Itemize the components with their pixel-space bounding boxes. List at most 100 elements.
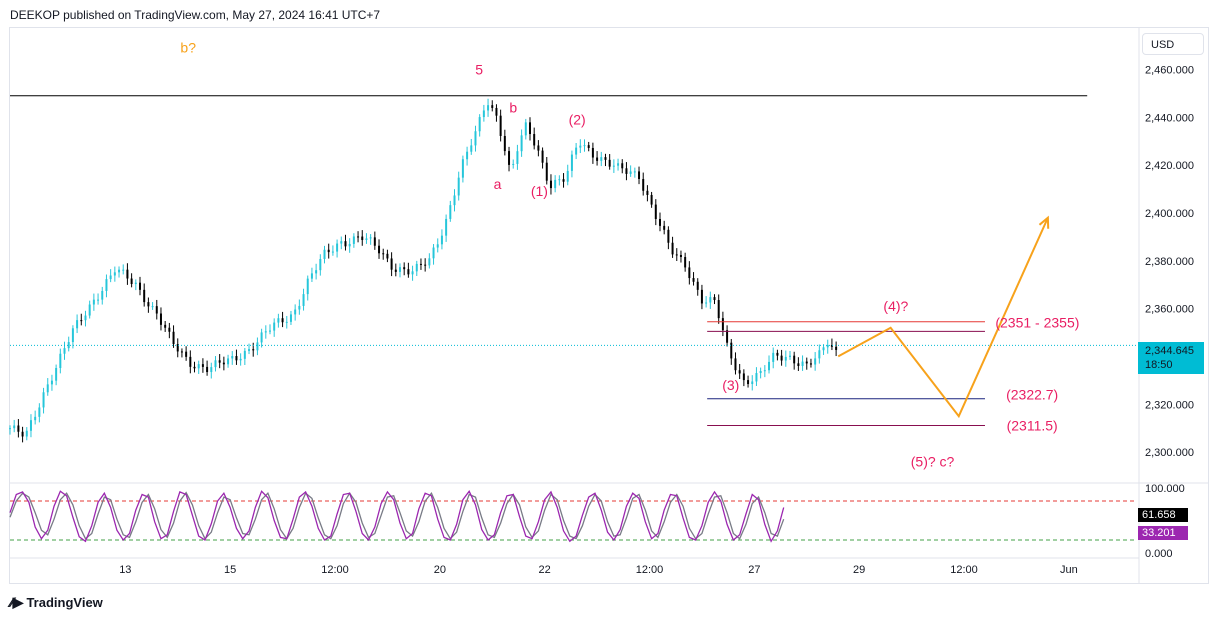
candle-body [214,360,217,368]
x-tick-label: 20 [434,564,446,576]
chart-frame [9,27,1209,584]
candle-body [705,302,708,304]
candle-body [503,135,506,152]
candle-body [747,380,750,385]
candle-body [9,428,11,430]
candle-body [122,269,125,271]
candle-body [323,249,326,259]
candle-body [549,180,552,189]
candle-body [784,356,787,361]
wave-label: (2351 - 2355) [995,315,1079,331]
candle-body [696,281,699,290]
candle-body [801,361,804,366]
candle-body [663,225,666,230]
candle-body [612,165,615,167]
candle-body [772,352,775,362]
candle-body [17,425,20,432]
candle-body [63,348,66,354]
last-price-tag: 2,344.645 18:50 [1138,342,1204,374]
candle-body [403,267,406,270]
candle-body [302,294,305,306]
candle-body [197,364,200,369]
y-tick-label: 2,360.000 [1145,304,1194,316]
candle-body [726,330,729,343]
candle-body [646,190,649,195]
currency-selector[interactable]: USD [1142,33,1204,55]
candle-body [50,380,53,385]
candle-body [239,358,242,361]
candle-body [419,263,422,265]
candle-body [814,358,817,365]
footer-brand-label: TradingView [26,595,103,610]
candle-body [386,253,389,259]
candle-body [520,135,523,152]
candle-body [738,370,741,374]
candle-body [268,330,271,332]
candle-body [717,300,720,319]
candle-body [46,384,49,393]
candle-body [721,318,724,331]
footer-brand[interactable]: ⁄⁄▶ TradingView [10,594,103,611]
wave-label: a [494,176,502,192]
y-tick-label: 2,320.000 [1145,399,1194,411]
drawings-layer [10,95,1137,427]
candle-body [180,351,183,353]
candle-body [248,349,251,351]
candle-body [260,332,263,343]
candle-body [59,353,62,369]
candle-body [713,297,716,301]
candle-body [675,254,678,256]
candle-body [629,171,632,174]
candle-body [113,272,116,276]
candle-body [512,163,515,165]
candle-body [461,159,464,178]
candle-body [168,327,171,332]
candle-body [382,253,385,255]
wave-label: (5)? c? [911,453,955,469]
candle-body [684,257,687,268]
candle-body [499,115,502,136]
wave-label: (1) [531,183,548,199]
x-tick-label: 12:00 [636,564,664,576]
candle-body [415,263,418,272]
x-tick-label: 15 [224,564,236,576]
candle-body [294,309,297,315]
candle-body [638,171,641,179]
candle-body [700,289,703,304]
candle-body [524,122,527,136]
candle-body [25,430,28,437]
candle-body [398,267,401,272]
candle-body [348,243,351,247]
candle-body [143,289,146,303]
candle-body [805,361,808,364]
wave-label: (2322.7) [1006,386,1058,402]
candle-body [751,381,754,385]
candle-body [315,270,318,274]
oscillator-layer [9,489,1137,543]
x-tick-label: 13 [119,564,131,576]
candle-body [466,151,469,160]
candle-body [264,331,267,333]
candle-body [189,356,192,367]
candles-layer [9,98,838,443]
candle-body [97,299,100,301]
candle-body [671,242,674,255]
candle-body [436,244,439,248]
last-price-value: 2,344.645 [1145,345,1194,357]
y-tick-label: 2,420.000 [1145,160,1194,172]
candle-body [633,171,636,173]
candle-body [587,145,590,148]
candle-body [201,364,204,367]
candle-body [80,320,83,322]
projection-path [837,217,1049,419]
candle-body [608,159,611,167]
candle-body [554,179,557,189]
x-tick-label: 29 [853,564,865,576]
candle-body [331,251,334,253]
candle-body [533,134,536,146]
osc-d-tag: 33.201 [1138,526,1188,540]
candle-body [424,264,427,266]
candle-body [71,328,74,343]
candle-body [327,249,330,253]
